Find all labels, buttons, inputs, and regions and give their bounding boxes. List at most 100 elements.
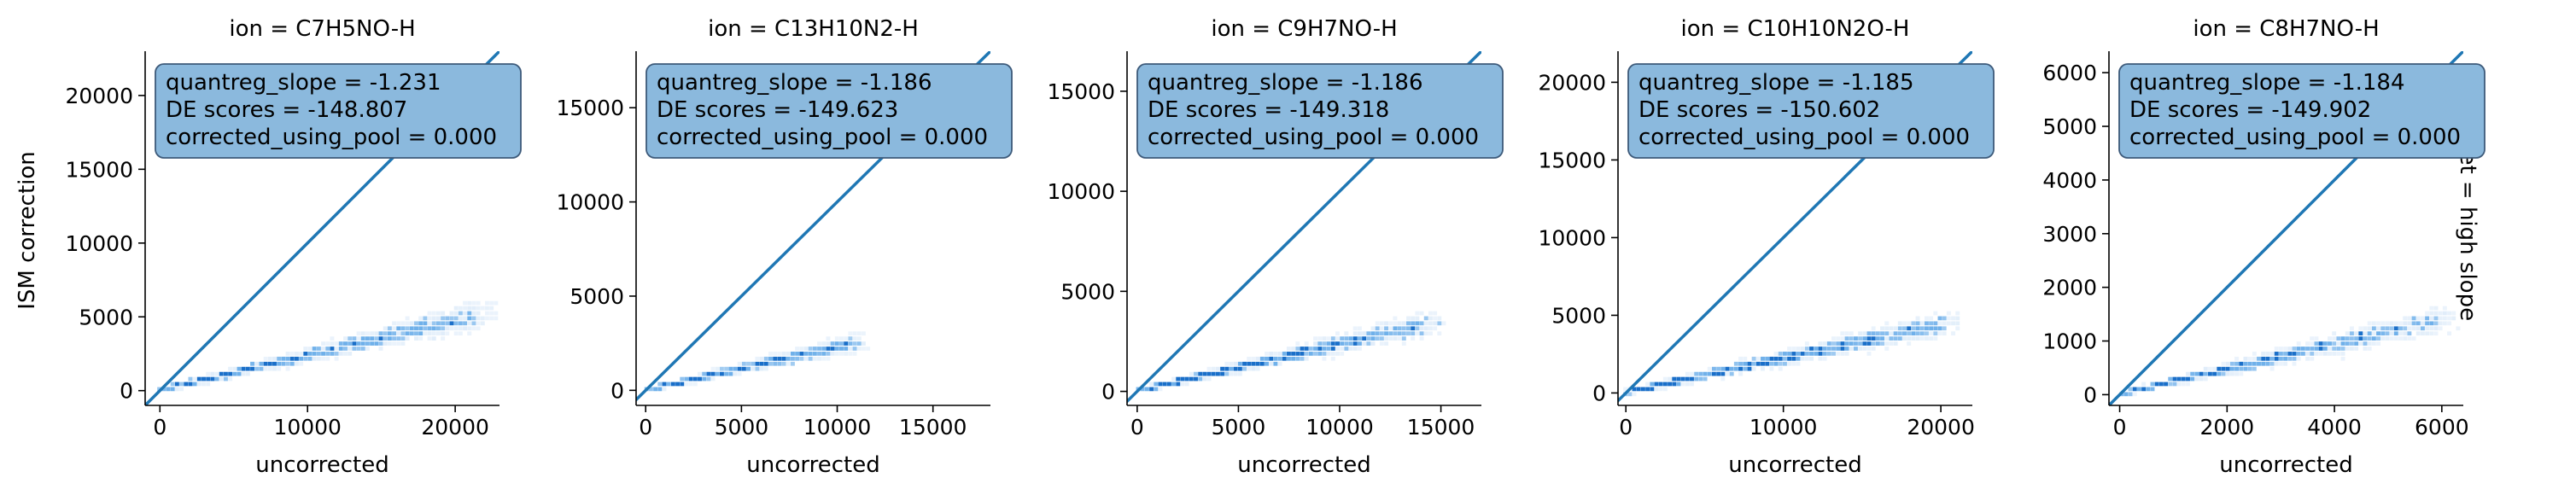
density-cell xyxy=(737,366,742,371)
density-cell xyxy=(1871,346,1876,351)
density-cell xyxy=(817,352,822,356)
density-cell xyxy=(2283,352,2288,356)
density-cell xyxy=(2363,331,2368,336)
density-cell xyxy=(710,376,716,381)
density-cell xyxy=(1251,366,1256,371)
density-cell xyxy=(294,356,299,361)
density-cell xyxy=(2380,321,2386,326)
density-cell xyxy=(267,361,272,366)
density-cell xyxy=(1680,381,1685,387)
density-cell xyxy=(1242,361,1247,366)
density-cell xyxy=(378,336,383,341)
density-cell xyxy=(1317,352,1323,356)
density-cell xyxy=(2380,336,2386,341)
density-cell xyxy=(405,316,410,321)
density-cell xyxy=(2358,326,2363,331)
density-cell xyxy=(427,321,432,326)
density-cell xyxy=(728,366,733,371)
density-cell xyxy=(356,331,361,336)
density-cell xyxy=(1375,326,1380,331)
density-cell xyxy=(1826,341,1831,346)
density-cell xyxy=(2447,321,2452,326)
density-cell xyxy=(458,321,463,326)
x-tick-label: 15000 xyxy=(899,415,967,440)
density-cell xyxy=(1818,356,1823,361)
density-cell xyxy=(1433,311,1438,316)
density-cell xyxy=(289,352,295,356)
density-cell xyxy=(2389,321,2394,326)
density-cell xyxy=(2181,381,2186,387)
density-cell xyxy=(400,336,406,341)
density-cell xyxy=(1769,366,1774,371)
density-cell xyxy=(2385,326,2390,331)
density-cell xyxy=(1352,326,1358,331)
panel-title: ion = C10H10N2O-H xyxy=(1681,16,1910,42)
density-cell xyxy=(852,336,857,341)
density-cell xyxy=(277,366,282,371)
density-cell xyxy=(2433,306,2439,311)
x-axis-label: uncorrected xyxy=(1728,452,1862,478)
density-cell xyxy=(1858,336,1863,341)
density-cell xyxy=(1397,336,1402,341)
density-cell xyxy=(476,321,481,326)
density-cell xyxy=(374,341,379,346)
density-cell xyxy=(1636,387,1641,392)
x-tick-label: 15000 xyxy=(1407,415,1475,440)
density-cell xyxy=(370,336,375,341)
density-cell xyxy=(307,346,313,351)
density-cell xyxy=(449,316,454,321)
density-cell xyxy=(441,331,446,336)
density-cell xyxy=(1818,346,1823,351)
density-cell xyxy=(1791,352,1796,356)
density-cell xyxy=(1769,361,1774,366)
density-cell xyxy=(1822,356,1827,361)
density-cell xyxy=(480,321,485,326)
density-cell xyxy=(1406,316,1411,321)
density-cell xyxy=(1751,361,1756,366)
density-cell xyxy=(1809,356,1814,361)
density-cell xyxy=(237,371,242,376)
density-cell xyxy=(2243,366,2248,371)
density-cell xyxy=(1929,326,1934,331)
density-cell xyxy=(2172,376,2177,381)
density-cell xyxy=(692,376,698,381)
annotation-text: quantreg_slope = -1.186 xyxy=(1148,70,1423,96)
density-cell xyxy=(852,341,857,346)
density-cell xyxy=(1818,341,1823,346)
density-cell xyxy=(2274,352,2279,356)
density-cell xyxy=(768,361,773,366)
density-cell xyxy=(1348,341,1353,346)
density-cell xyxy=(1698,371,1703,376)
density-cell xyxy=(418,321,423,326)
density-cell xyxy=(1388,336,1393,341)
density-cell xyxy=(1352,341,1358,346)
density-cell xyxy=(1884,321,1890,326)
density-cell xyxy=(250,361,255,366)
density-cell xyxy=(1676,381,1681,387)
density-cell xyxy=(2154,381,2159,387)
density-cell xyxy=(458,326,463,331)
density-cell xyxy=(2269,352,2275,356)
density-cell xyxy=(2447,331,2452,336)
density-cell xyxy=(1782,361,1787,366)
density-cell xyxy=(1362,341,1367,346)
x-tick-label: 10000 xyxy=(803,415,872,440)
density-cell xyxy=(453,306,459,311)
density-cell xyxy=(1247,366,1252,371)
plot-area xyxy=(2109,51,2463,405)
density-cell xyxy=(2371,326,2376,331)
density-cell xyxy=(1755,361,1761,366)
density-cell xyxy=(755,361,760,366)
density-cell xyxy=(485,300,489,306)
density-cell xyxy=(2438,326,2443,331)
density-cell xyxy=(409,321,414,326)
density-cell xyxy=(232,371,237,376)
density-cell xyxy=(2305,341,2310,346)
density-cell xyxy=(2371,331,2376,336)
density-cell xyxy=(1911,326,1916,331)
density-cell xyxy=(1791,361,1796,366)
density-cell xyxy=(2376,341,2381,346)
density-cell xyxy=(2310,341,2315,346)
density-cell xyxy=(2141,381,2147,387)
density-cell xyxy=(370,331,375,336)
